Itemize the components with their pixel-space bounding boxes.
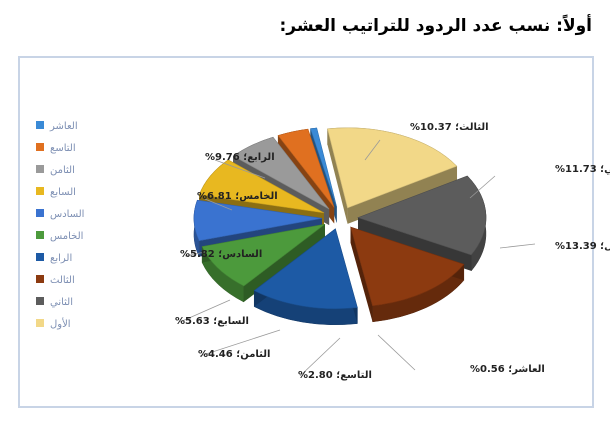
legend-swatch xyxy=(36,143,44,151)
legend-item-الأول: الأول xyxy=(36,317,71,330)
legend-label: الثالث xyxy=(50,275,75,286)
legend-label: الخامس xyxy=(50,231,83,242)
pie-slice-الخامس xyxy=(201,223,326,303)
legend-item-العاشر: العاشر xyxy=(36,121,78,132)
legend-item-الرابع: الرابع xyxy=(36,253,72,264)
legend-item-السابع: السابع xyxy=(36,187,76,198)
data-label-الثالث: الثالث؛ 10.37% xyxy=(410,122,489,133)
pie-slice-الثالث xyxy=(350,226,465,323)
legend-swatch xyxy=(36,297,44,305)
legend-swatch xyxy=(36,275,44,283)
leader-line-التاسع xyxy=(299,337,341,377)
leader-line-العاشر xyxy=(377,334,416,371)
legend-swatch xyxy=(36,165,44,173)
legend-swatch xyxy=(36,253,44,261)
legend-label: الثامن xyxy=(50,165,75,176)
pie-slice-الرابع xyxy=(253,228,358,326)
legend-swatch xyxy=(36,121,44,129)
pie-slice-الأول xyxy=(327,127,458,224)
data-label-العاشر: العاشر؛ 0.56% xyxy=(470,364,545,375)
legend-item-التاسع: التاسع xyxy=(36,143,76,154)
legend-swatch xyxy=(36,231,44,239)
legend-swatch xyxy=(36,187,44,195)
leader-line-الأول xyxy=(499,243,536,249)
data-label-الثاني: الثاني؛ 11.73% xyxy=(555,164,610,175)
legend-item-الثامن: الثامن xyxy=(36,165,75,176)
data-label-الخامس: الخامس؛ 6.81% xyxy=(197,191,278,202)
leader-line-الرابع xyxy=(214,159,266,179)
legend-item-الثالث: الثالث xyxy=(36,275,75,286)
leader-line-السابع xyxy=(179,299,231,323)
legend-label: السابع xyxy=(50,187,76,198)
data-label-السابع: السابع؛ 5.63% xyxy=(175,316,249,327)
legend-label: الأول xyxy=(50,317,71,330)
data-label-الأول: الأول؛ 13.39% xyxy=(555,239,610,252)
leader-line-الثاني xyxy=(469,175,496,199)
page-title: أولاً: نسب عدد الردود للتراتيب العشر: xyxy=(279,16,592,36)
legend-item-الخامس: الخامس xyxy=(36,231,83,242)
leader-line-الثالث xyxy=(364,139,381,161)
leader-line-الثامن xyxy=(199,329,281,357)
data-label-السادس: السادس؛ 5.82% xyxy=(180,249,262,260)
legend-label: الثاني xyxy=(50,297,73,308)
leader-line-السادس xyxy=(184,251,206,257)
legend-label: التاسع xyxy=(50,143,76,154)
data-label-الثامن: الثامن؛ 4.46% xyxy=(198,349,270,360)
data-label-الرابع: الرابع؛ 9.76% xyxy=(205,152,275,163)
legend-label: الرابع xyxy=(50,253,72,264)
legend-label: العاشر xyxy=(49,121,78,132)
legend-swatch xyxy=(36,209,44,217)
leader-line-الخامس xyxy=(204,198,233,211)
legend-item-الثاني: الثاني xyxy=(36,297,73,308)
legend-swatch xyxy=(36,319,44,327)
data-label-التاسع: التاسع؛ 2.80% xyxy=(298,370,372,381)
legend-label: السادس xyxy=(50,209,84,220)
legend-item-السادس: السادس xyxy=(36,209,84,220)
